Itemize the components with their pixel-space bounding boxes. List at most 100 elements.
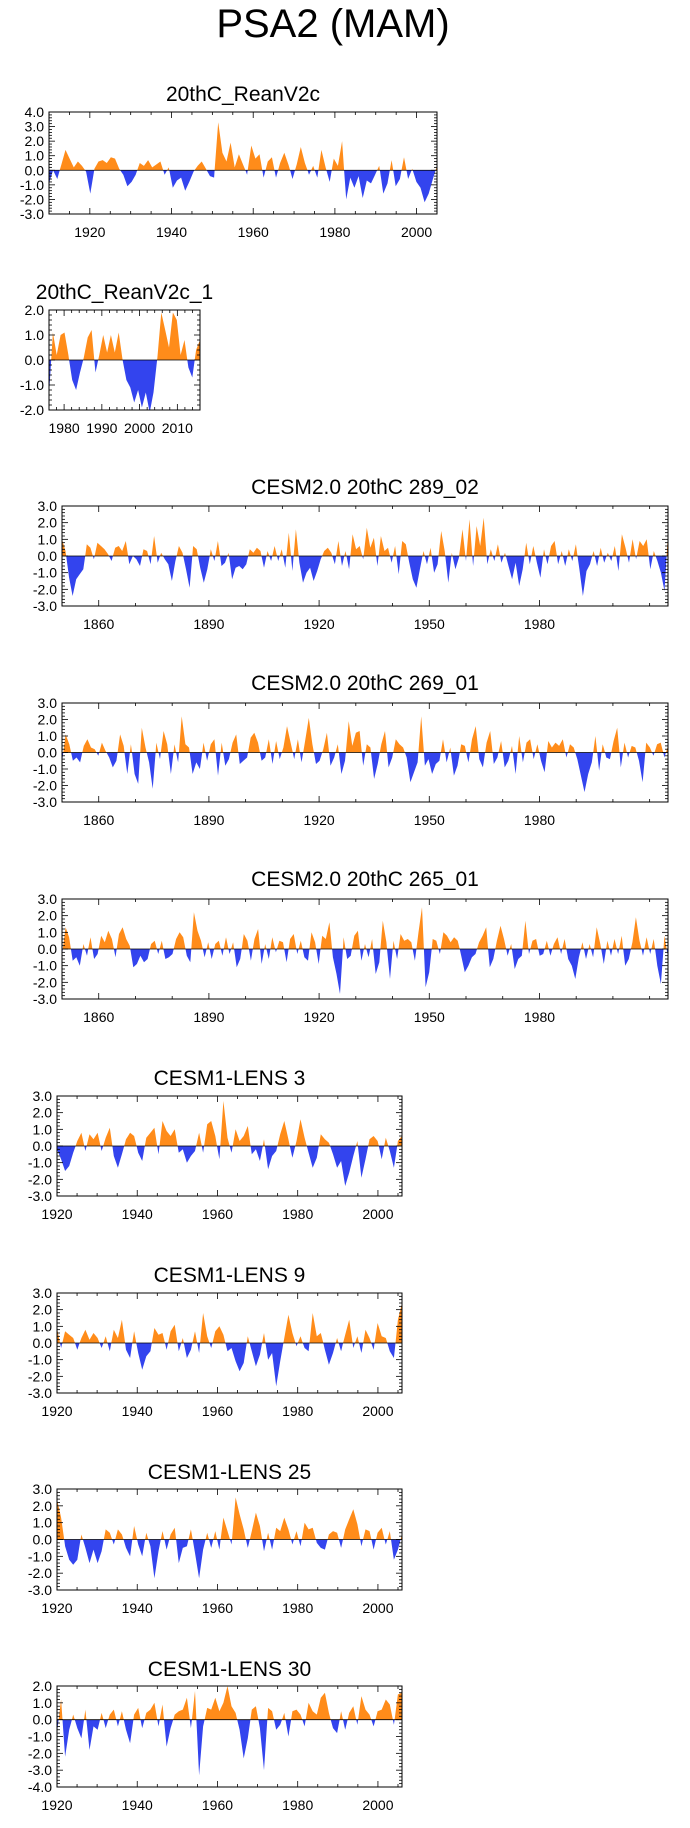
- negative-anomaly-area: [62, 556, 668, 596]
- negative-anomaly-area: [57, 1719, 402, 1776]
- y-tick-label: -1.0: [20, 377, 44, 393]
- chart-panel-3: CESM2.0 20thC 289_02 3.02.01.00.0-1.0-2.0…: [33, 476, 669, 632]
- y-tick-label: -3.0: [28, 1385, 52, 1401]
- x-tick-label: 1980: [282, 1600, 313, 1616]
- chart-title: CESM2.0 20thC 289_02: [251, 476, 479, 499]
- y-tick-label: 2.0: [33, 1498, 53, 1514]
- y-tick-label: -3.0: [20, 206, 44, 222]
- y-tick-label: -4.0: [28, 1779, 52, 1795]
- y-tick-label: 2.0: [33, 1302, 53, 1318]
- x-tick-label: 1920: [304, 1009, 335, 1025]
- y-tick-label: 1.0: [25, 148, 45, 164]
- y-tick-label: -1.0: [33, 958, 57, 974]
- y-tick-label: 1.0: [38, 924, 58, 940]
- y-tick-label: 3.0: [38, 498, 58, 514]
- y-tick-label: 2.0: [33, 1105, 53, 1121]
- positive-anomaly-area: [62, 716, 668, 753]
- x-tick-label: 2000: [401, 224, 432, 240]
- y-tick-label: -1.0: [33, 565, 57, 581]
- x-tick-label: 1920: [41, 1403, 72, 1419]
- x-tick-label: 1950: [414, 812, 445, 828]
- y-tick-label: 1.0: [25, 327, 45, 343]
- y-tick-label: 3.0: [38, 891, 58, 907]
- plot-frame: [48, 111, 438, 215]
- x-tick-label: 1920: [41, 1797, 72, 1813]
- chart-title: CESM1-LENS 9: [154, 1264, 306, 1287]
- x-tick-label: 1980: [49, 420, 80, 436]
- chart-panel-7: CESM1-LENS 9 3.02.01.00.0-1.0-2.0-3.0 1920…: [28, 1264, 403, 1419]
- y-tick-label: 2.0: [38, 908, 58, 924]
- x-tick-label: 1890: [193, 1009, 224, 1025]
- x-tick-label: 2000: [124, 420, 155, 436]
- x-tick-label: 2000: [362, 1403, 393, 1419]
- positive-anomaly-area: [57, 1303, 402, 1343]
- x-tick-label: 1980: [282, 1403, 313, 1419]
- x-tick-label: 1960: [202, 1206, 233, 1222]
- chart-title: CESM1-LENS 3: [154, 1067, 306, 1090]
- y-tick-label: 0.0: [25, 162, 45, 178]
- y-tick-label: -1.0: [28, 1352, 52, 1368]
- y-tick-label: -3.0: [28, 1762, 52, 1778]
- x-tick-label: 1950: [414, 1009, 445, 1025]
- positive-anomaly-area: [49, 312, 200, 360]
- y-tick-label: 2.0: [25, 302, 45, 318]
- chart-panel-2: 20thC_ReanV2c_12.0 1.0 0.0 -1.0 -2.0 1980 1990…: [20, 281, 213, 436]
- y-tick-label: -2.0: [20, 402, 44, 418]
- positive-anomaly-area: [49, 122, 437, 171]
- y-tick-label: 1.0: [33, 1695, 53, 1711]
- y-tick-label: -2.0: [33, 581, 57, 597]
- y-tick-label: 0.0: [38, 745, 58, 761]
- x-tick-label: 1980: [319, 224, 350, 240]
- y-tick-label: 0.0: [38, 941, 58, 957]
- chart-panel-5: CESM2.0 20thC 265_01 3.02.01.00.0-1.0-2.0…: [33, 868, 669, 1025]
- positive-anomaly-area: [57, 1101, 402, 1146]
- chart-title: 20thC_ReanV2c_1: [36, 281, 213, 304]
- x-tick-label: 1980: [282, 1206, 313, 1222]
- negative-anomaly-area: [49, 360, 200, 410]
- x-tick-label: 1920: [41, 1600, 72, 1616]
- chart-title: CESM2.0 20thC 269_01: [251, 672, 479, 695]
- y-tick-label: -2.0: [33, 778, 57, 794]
- y-tick-label: 3.0: [33, 1088, 53, 1104]
- negative-anomaly-area: [62, 949, 668, 994]
- y-tick-label: -3.0: [28, 1582, 52, 1598]
- y-tick-label: -3.0: [33, 991, 57, 1007]
- x-tick-label: 1960: [238, 224, 269, 240]
- x-tick-label: 1940: [122, 1403, 153, 1419]
- x-tick-label: 1920: [41, 1206, 72, 1222]
- x-tick-label: 2010: [162, 420, 193, 436]
- chart-panel-8: CESM1-LENS 25 3.02.01.00.0-1.0-2.0-3.0 192…: [28, 1461, 403, 1616]
- x-tick-label: 1920: [304, 616, 335, 632]
- chart-title: CESM2.0 20thC 265_01: [251, 868, 479, 891]
- y-tick-label: 2.0: [33, 1678, 53, 1694]
- y-tick-label: -2.0: [28, 1745, 52, 1761]
- y-tick-label: -1.0: [20, 177, 44, 193]
- y-tick-label: -3.0: [33, 598, 57, 614]
- x-tick-label: 1980: [524, 616, 555, 632]
- x-tick-label: 1980: [282, 1797, 313, 1813]
- negative-anomaly-area: [57, 1539, 402, 1579]
- chart-panel-1: 20thC_ReanV2c 4.03.02.01.00.0-1.0-2.0-3.0…: [20, 83, 438, 240]
- x-tick-label: 1920: [304, 812, 335, 828]
- y-tick-label: 1.0: [38, 728, 58, 744]
- chart-title: 20thC_ReanV2c: [166, 83, 320, 106]
- positive-anomaly-area: [62, 517, 668, 556]
- x-tick-label: 1980: [524, 812, 555, 828]
- negative-anomaly-area: [62, 752, 668, 793]
- x-tick-label: 1860: [83, 1009, 114, 1025]
- x-tick-label: 1890: [193, 616, 224, 632]
- x-tick-label: 1940: [122, 1206, 153, 1222]
- x-tick-label: 1980: [524, 1009, 555, 1025]
- x-tick-label: 1940: [122, 1797, 153, 1813]
- chart-title: CESM1-LENS 30: [148, 1658, 311, 1681]
- positive-anomaly-area: [57, 1686, 402, 1720]
- y-tick-label: 3.0: [25, 119, 45, 135]
- x-tick-label: 1960: [202, 1797, 233, 1813]
- y-tick-label: 3.0: [38, 695, 58, 711]
- y-tick-label: 0.0: [25, 352, 45, 368]
- y-tick-label: 1.0: [33, 1515, 53, 1531]
- x-tick-label: 1960: [202, 1403, 233, 1419]
- y-tick-label: -2.0: [28, 1368, 52, 1384]
- positive-anomaly-area: [62, 907, 668, 949]
- y-tick-label: -2.0: [33, 974, 57, 990]
